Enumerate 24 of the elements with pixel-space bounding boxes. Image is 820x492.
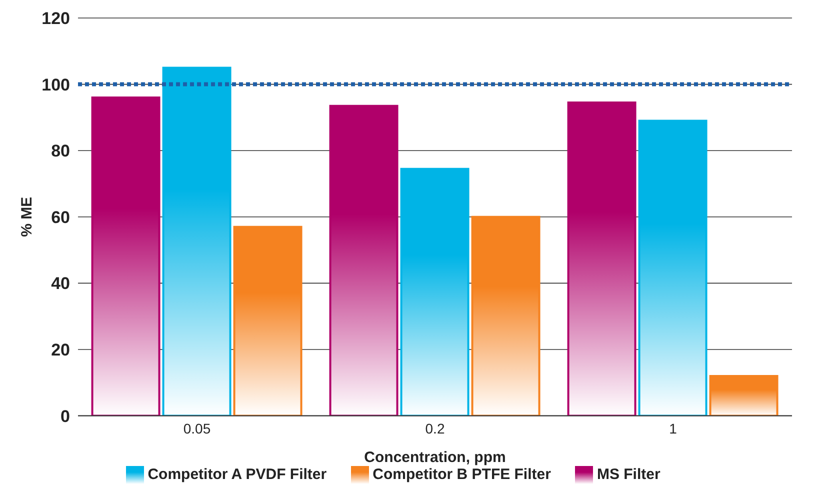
y-tick-label: 40: [51, 274, 70, 294]
bar: [638, 120, 708, 416]
bar: [567, 102, 636, 416]
y-tick-label: 20: [51, 340, 70, 360]
y-tick-label: 80: [51, 142, 70, 161]
y-axis-title: % ME: [18, 196, 36, 237]
legend-label: Competitor B PTFE Filter: [372, 466, 551, 483]
x-axis-title: Concentration, ppm: [364, 448, 506, 466]
bar: [709, 374, 778, 416]
legend-label: MS Filter: [596, 466, 660, 483]
y-tick-label: 100: [42, 75, 70, 94]
bar: [329, 104, 398, 416]
y-tick-label: 0: [60, 406, 70, 426]
bar: [91, 96, 160, 416]
x-tick-label: 0.05: [183, 420, 211, 437]
bar: [471, 216, 540, 416]
x-tick-label: 1: [669, 420, 678, 437]
y-tick-label: 60: [51, 208, 70, 227]
y-tick-label: 120: [42, 9, 70, 28]
bar: [162, 66, 232, 416]
bar: [233, 226, 302, 416]
bar: [400, 168, 470, 416]
x-tick-label: 0.2: [425, 420, 445, 437]
legend-label: Competitor A PVDF Filter: [148, 466, 327, 483]
